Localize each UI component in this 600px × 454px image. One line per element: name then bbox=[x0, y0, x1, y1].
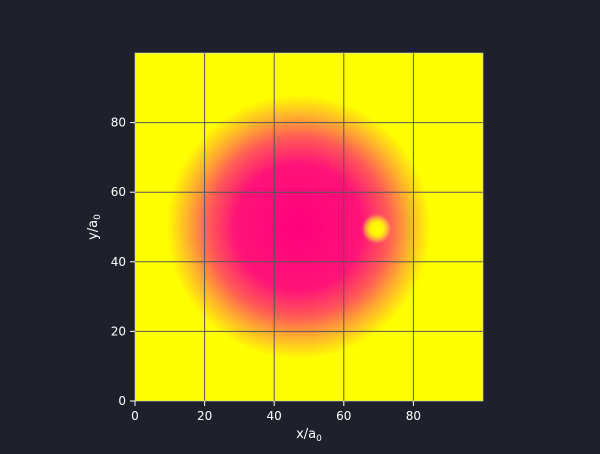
y-axis-label: y/a0 bbox=[86, 214, 103, 240]
plot-frame bbox=[134, 52, 484, 402]
y-tick-label: 60 bbox=[111, 185, 126, 199]
x-tick-label: 0 bbox=[131, 409, 139, 423]
y-tick-label: 40 bbox=[111, 255, 126, 269]
x-tick-label: 80 bbox=[406, 409, 421, 423]
x-axis: 0 20 40 60 80 bbox=[131, 401, 421, 423]
heatmap-bubble bbox=[361, 213, 393, 245]
x-tick-label: 20 bbox=[197, 409, 212, 423]
y-tick-label: 20 bbox=[111, 324, 126, 338]
heatmap-main-blob bbox=[166, 94, 431, 360]
x-axis-label: x/a0 bbox=[296, 427, 322, 444]
y-tick-label: 0 bbox=[118, 394, 126, 408]
x-tick-label: 40 bbox=[267, 409, 282, 423]
x-tick-label: 60 bbox=[336, 409, 351, 423]
y-tick-label: 80 bbox=[111, 116, 126, 130]
grid-lines bbox=[135, 53, 483, 401]
y-axis: 0 20 40 60 80 bbox=[111, 116, 135, 408]
plot-area bbox=[135, 53, 483, 401]
